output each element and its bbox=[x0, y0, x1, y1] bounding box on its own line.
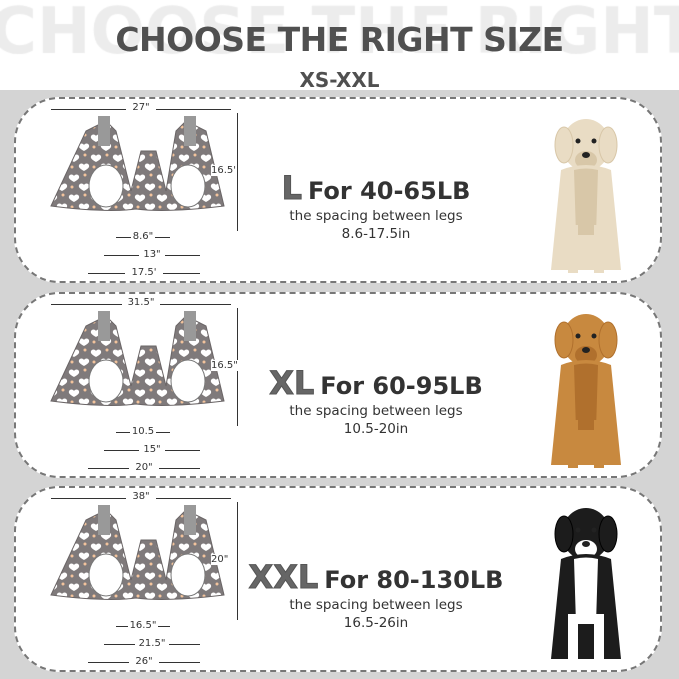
page-title: CHOOSE THE RIGHT SIZE bbox=[115, 20, 564, 59]
size-panel-l: 27" 16.5' 8.6" 13" 17.5' L For 40-65LB th… bbox=[14, 97, 662, 283]
height-dimension: 20" bbox=[211, 554, 229, 565]
size-panel-xl: 31.5" 16.5" 10.5 15" 20" XL For 60-95LB t… bbox=[14, 292, 662, 478]
strap-right bbox=[184, 505, 196, 535]
width-dimension: 31.5" bbox=[121, 297, 161, 308]
inner-spacing: 8.6" bbox=[130, 231, 156, 242]
width-dimension: 38" bbox=[126, 491, 156, 502]
spacing-range: 10.5-20in bbox=[343, 421, 409, 437]
dog-photo-labrador bbox=[551, 119, 621, 273]
sling-diagram bbox=[50, 311, 225, 406]
strap-left bbox=[98, 116, 110, 146]
inner-spacing: 10.5 bbox=[129, 426, 157, 437]
size-label: XL bbox=[269, 364, 315, 403]
size-panel-xxl: 38" 20" 16.5" 21.5" 26" XXL For 80-130LB … bbox=[14, 486, 662, 672]
size-info: XL For 60-95LB the spacing between legs 1… bbox=[241, 364, 511, 438]
weight-range: For 40-65LB bbox=[307, 177, 471, 205]
size-label: XXL bbox=[248, 558, 319, 597]
width-dimension: 27" bbox=[126, 102, 156, 113]
middle-spacing: 13" bbox=[139, 249, 165, 260]
outer-spacing: 26" bbox=[129, 656, 159, 667]
weight-range: For 80-130LB bbox=[324, 566, 504, 594]
strap-right bbox=[184, 311, 196, 341]
spacing-description: the spacing between legs bbox=[289, 403, 463, 419]
spacing-description: the spacing between legs bbox=[289, 597, 463, 613]
spacing-range: 8.6-17.5in bbox=[341, 226, 411, 242]
height-dimension: 16.5" bbox=[211, 360, 238, 371]
spacing-description: the spacing between legs bbox=[289, 208, 463, 224]
dog-photo-golden-retriever bbox=[551, 314, 621, 468]
dog-photo-bernese-mountain-dog bbox=[551, 508, 621, 662]
inner-spacing: 16.5" bbox=[127, 620, 159, 631]
spacing-range: 16.5-26in bbox=[343, 615, 409, 631]
size-range: XS-XXL bbox=[299, 68, 380, 92]
watermark-image bbox=[0, 0, 679, 80]
strap-left bbox=[98, 505, 110, 535]
weight-range: For 60-95LB bbox=[320, 372, 483, 400]
sling-diagram bbox=[50, 116, 225, 211]
size-label: L bbox=[281, 169, 302, 208]
strap-left bbox=[98, 311, 110, 341]
sling-diagram bbox=[50, 505, 225, 600]
outer-spacing: 20" bbox=[129, 462, 159, 473]
outer-spacing: 17.5' bbox=[125, 267, 163, 278]
strap-right bbox=[184, 116, 196, 146]
middle-spacing: 15" bbox=[139, 444, 165, 455]
middle-spacing: 21.5" bbox=[134, 638, 170, 649]
height-dimension: 16.5' bbox=[211, 165, 237, 176]
size-info: L For 40-65LB the spacing between legs 8.… bbox=[241, 169, 511, 243]
size-info: XXL For 80-130LB the spacing between legs… bbox=[241, 558, 511, 632]
